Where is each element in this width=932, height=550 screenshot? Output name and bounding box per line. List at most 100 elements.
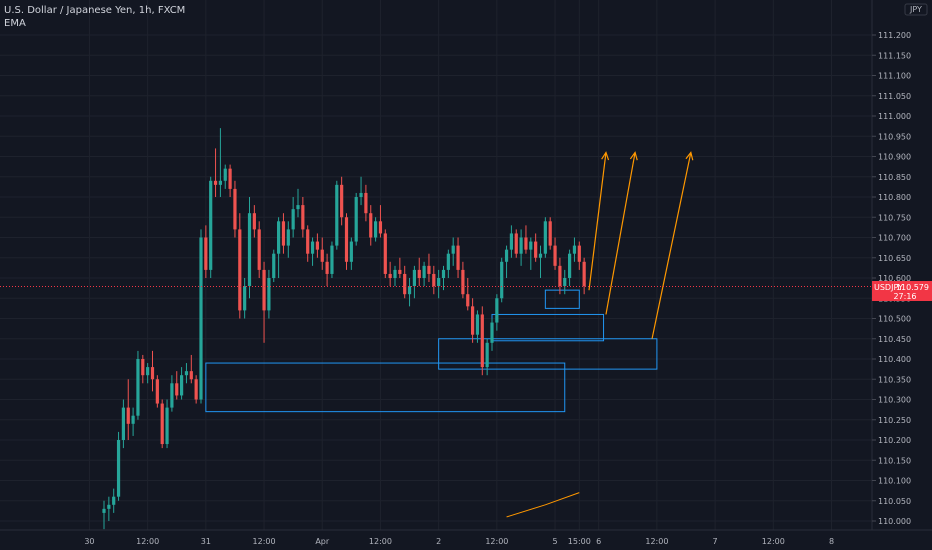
time-tick-label: Apr	[315, 537, 330, 546]
price-tick-label: 110.050	[878, 497, 911, 506]
time-tick-label: 6	[596, 537, 601, 546]
candle-body	[286, 229, 290, 246]
candle-body	[407, 286, 412, 295]
candle-body	[437, 278, 441, 287]
candle-body	[568, 253, 572, 278]
demand-zone-rectangle[interactable]	[205, 362, 566, 413]
price-tick-label: 110.850	[878, 173, 911, 182]
indicator-label[interactable]: EMA	[4, 18, 26, 29]
time-tick-label: 8	[829, 537, 834, 546]
candle-body	[116, 440, 121, 497]
candle-body	[330, 245, 334, 274]
price-axis[interactable]: 110.000 110.050 110.100 110.150 110.200 110.2…	[872, 31, 911, 526]
candle-body	[267, 278, 271, 311]
arrow-drawings[interactable]	[506, 151, 694, 518]
time-tick-label: 2	[436, 537, 441, 546]
price-tick-label: 110.000	[878, 517, 911, 526]
candle-body	[524, 237, 528, 250]
chart-title[interactable]: U.S. Dollar / Japanese Yen, 1h, FXCM	[4, 5, 186, 16]
candle-body	[184, 371, 189, 376]
price-tick-label: 111.200	[878, 31, 911, 40]
candle-body	[466, 294, 470, 307]
candle-body	[141, 359, 145, 376]
candle-body	[320, 249, 324, 262]
trend-arrow[interactable]	[651, 152, 692, 339]
price-tick-label: 110.200	[878, 436, 911, 445]
price-tick-label: 110.250	[878, 416, 911, 425]
time-tick-label: 12:00	[762, 537, 785, 546]
candle-body	[170, 383, 174, 408]
candle-body	[374, 221, 378, 238]
candle-body	[582, 261, 586, 287]
candle-body	[480, 314, 484, 368]
candle-body	[500, 261, 504, 299]
price-label-countdown: 27:16	[893, 292, 916, 301]
ema-line	[506, 492, 580, 518]
time-axis[interactable]: 30 12:00 31 12:00 Apr 12:00 2 12:00 5 15:00 6 12:00…	[84, 537, 834, 546]
candlestick-series	[102, 128, 586, 530]
candle-body	[398, 269, 402, 274]
price-tick-label: 111.100	[878, 72, 911, 81]
candle-body	[349, 241, 353, 262]
candle-body	[529, 241, 533, 250]
candle-body	[427, 265, 431, 274]
time-tick-label: 30	[84, 537, 94, 546]
candle-body	[121, 407, 125, 440]
price-tick-label: 110.950	[878, 132, 911, 141]
candle-body	[247, 213, 252, 287]
candle-body	[461, 269, 465, 295]
candle-body	[354, 197, 358, 242]
price-tick-label: 110.500	[878, 315, 911, 324]
time-tick-label: 15:00	[568, 537, 591, 546]
candle-body	[485, 342, 489, 368]
candle-body	[446, 253, 450, 270]
candle-body	[558, 265, 562, 287]
candle-body	[160, 403, 164, 445]
candle-body	[475, 314, 480, 335]
demand-zone-rectangle[interactable]	[438, 338, 658, 370]
currency-label: JPY	[909, 5, 922, 14]
trend-arrow[interactable]	[605, 152, 636, 315]
candle-body	[209, 180, 213, 270]
candle-body	[514, 233, 518, 254]
candle-body	[504, 249, 509, 262]
arrow-head	[629, 151, 638, 161]
price-tick-label: 111.050	[878, 92, 911, 101]
candle-body	[238, 229, 242, 311]
candle-body	[417, 269, 421, 278]
demand-zone-rectangle[interactable]	[544, 289, 580, 309]
candle-body	[180, 375, 184, 396]
price-tick-label: 111.000	[878, 112, 911, 121]
price-tick-label: 110.650	[878, 254, 911, 263]
time-tick-label: 5	[553, 537, 558, 546]
candle-body	[165, 407, 169, 445]
candle-body	[335, 184, 339, 246]
candle-body	[534, 241, 538, 258]
candle-body	[262, 269, 266, 311]
price-tick-label: 110.300	[878, 396, 911, 405]
price-label-value: 110.579	[896, 283, 929, 292]
candle-body	[572, 245, 577, 254]
candle-body	[364, 192, 368, 214]
time-tick-label: 12:00	[645, 537, 668, 546]
candle-body	[296, 205, 300, 210]
price-tick-label: 110.150	[878, 456, 911, 465]
price-tick-label: 110.700	[878, 234, 911, 243]
currency-badge: JPY	[904, 3, 928, 16]
candle-body	[194, 379, 198, 400]
candle-body	[281, 221, 286, 246]
candle-body	[199, 237, 203, 400]
candle-body	[126, 407, 130, 424]
candle-body	[243, 286, 247, 311]
trend-arrow[interactable]	[588, 152, 607, 291]
candle-body	[291, 209, 295, 230]
candle-body	[538, 253, 543, 258]
price-tick-label: 110.750	[878, 213, 911, 222]
candle-body	[102, 508, 106, 513]
candle-body	[471, 306, 475, 335]
price-label-symbol: USDJPY	[874, 283, 903, 292]
price-tick-label: 110.100	[878, 477, 911, 486]
candle-body	[155, 379, 159, 404]
